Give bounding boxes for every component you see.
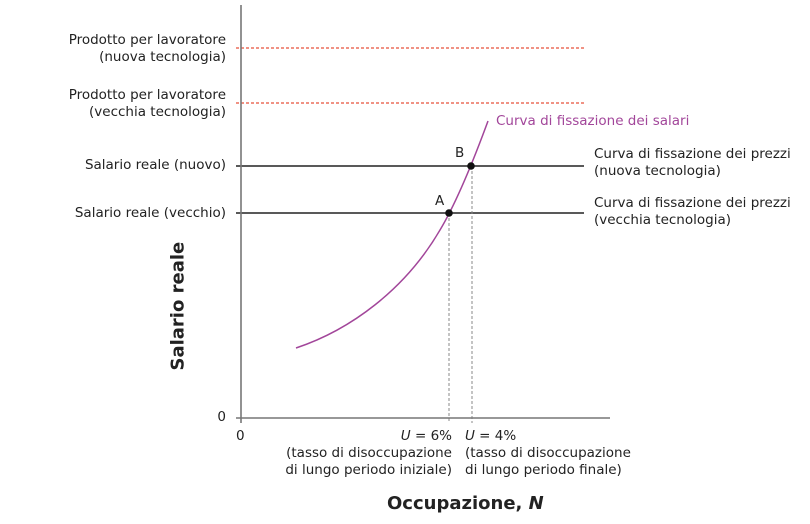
u4-variable: U <box>465 428 475 444</box>
u4-number: = 4% <box>474 428 517 444</box>
u6-variable: U <box>400 428 411 444</box>
ppl-new-label: Prodotto per lavoratore (nuova tecnologi… <box>69 32 226 66</box>
u6-desc-line1: (tasso di disoccupazione <box>286 445 452 461</box>
price-new-label: Curva di fissazione dei prezzi (nuova te… <box>594 146 791 180</box>
u4-desc-line1: (tasso di disoccupazione <box>465 445 631 461</box>
point-a-label: A <box>435 193 445 209</box>
price-old-label: Curva di fissazione dei prezzi (vecchia … <box>594 195 791 229</box>
x-axis-title-text: Occupazione, <box>387 493 529 514</box>
u4-value: U = 4% <box>465 428 631 445</box>
ppl-old-label-line2: (vecchia tecnologia) <box>89 104 226 120</box>
price-new-label-line2: (nuova tecnologia) <box>594 163 721 179</box>
u6-tick-label: U = 6% (tasso di disoccupazione di lungo… <box>285 428 452 479</box>
y-axis-title: Salario reale <box>167 241 189 371</box>
ppl-old-label: Prodotto per lavoratore (vecchia tecnolo… <box>69 87 226 121</box>
y-origin-label: 0 <box>217 409 226 425</box>
wage-new-label: Salario reale (nuovo) <box>84 157 226 173</box>
u6-number: = 6% <box>410 428 452 444</box>
price-new-label-line1: Curva di fissazione dei prezzi <box>594 146 791 162</box>
u6-value: U = 6% <box>285 428 452 445</box>
u6-desc-line2: di lungo periodo iniziale) <box>285 462 452 478</box>
price-old-label-line1: Curva di fissazione dei prezzi <box>594 195 791 211</box>
point-a-marker <box>445 209 453 217</box>
ppl-old-label-line1: Prodotto per lavoratore <box>68 87 226 103</box>
wage-old-label: Salario reale (vecchio) <box>74 205 226 221</box>
price-old-label-line2: (vecchia tecnologia) <box>594 212 731 228</box>
u4-desc-line2: di lungo periodo finale) <box>465 462 622 478</box>
u4-tick-label: U = 4% (tasso di disoccupazione di lungo… <box>465 428 631 479</box>
ppl-new-label-line1: Prodotto per lavoratore <box>68 32 226 48</box>
x-axis-title: Occupazione, N <box>387 493 544 514</box>
point-b-marker <box>467 162 475 170</box>
wage-curve-label: Curva di fissazione dei salari <box>496 113 690 129</box>
x-origin-label: 0 <box>236 428 245 444</box>
ppl-new-label-line2: (nuova tecnologia) <box>99 49 226 65</box>
point-b-label: B <box>455 145 465 161</box>
x-axis-title-var: N <box>528 493 544 514</box>
